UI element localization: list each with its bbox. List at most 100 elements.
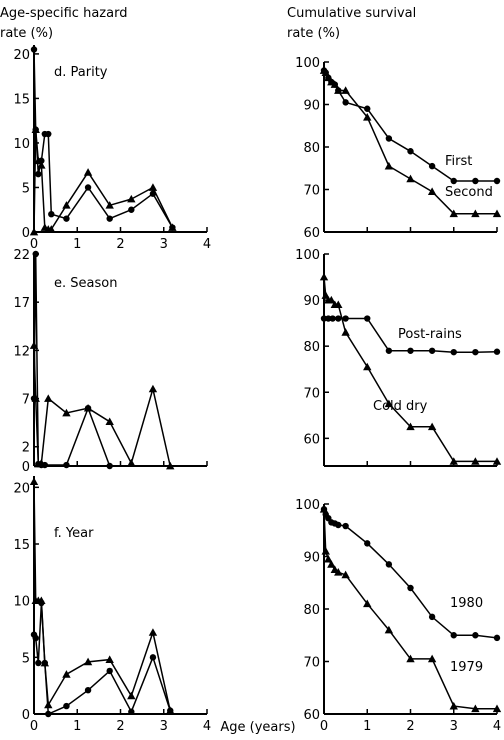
y-tick-label: 15 bbox=[13, 92, 30, 107]
x-axis-label: Age (years) bbox=[220, 720, 295, 735]
data-point bbox=[341, 328, 350, 336]
left-header: Age-specific hazard rate (%) bbox=[0, 6, 127, 41]
data-point bbox=[493, 177, 501, 185]
panel-title: e. Season bbox=[54, 276, 117, 291]
data-point bbox=[35, 659, 42, 667]
data-point bbox=[493, 634, 501, 642]
data-point bbox=[319, 505, 329, 513]
y-tick-label: 80 bbox=[303, 141, 320, 156]
data-point bbox=[334, 86, 343, 94]
series-2: Second bbox=[319, 66, 502, 218]
data-point bbox=[406, 174, 415, 183]
data-point bbox=[106, 462, 113, 470]
y-tick-label: 7 bbox=[22, 393, 30, 408]
panel-title: f. Year bbox=[54, 526, 94, 541]
x-tick-label: 3 bbox=[450, 719, 458, 734]
data-point bbox=[335, 315, 342, 322]
data-point bbox=[62, 201, 71, 209]
data-point bbox=[31, 125, 40, 133]
y-tick-label: 0 bbox=[22, 460, 30, 475]
data-point bbox=[128, 206, 135, 213]
data-point bbox=[321, 68, 330, 76]
data-point bbox=[105, 417, 114, 426]
right-header: Cumulative survival rate (%) bbox=[287, 6, 416, 41]
series-label: Post-rains bbox=[398, 327, 462, 342]
y-tick-label: 22 bbox=[13, 248, 30, 263]
y-tick-label: 100 bbox=[295, 56, 320, 71]
right-header-line1: Cumulative survival bbox=[287, 6, 416, 21]
data-point bbox=[324, 73, 333, 82]
x-tick-label: 0 bbox=[320, 719, 328, 734]
data-point bbox=[492, 209, 502, 218]
data-point bbox=[472, 348, 479, 356]
x-tick-label: 1 bbox=[363, 719, 371, 734]
y-tick-label: 60 bbox=[303, 432, 320, 447]
right-header-line2: rate (%) bbox=[287, 26, 340, 41]
data-point bbox=[29, 227, 39, 236]
data-point bbox=[450, 632, 457, 639]
data-point bbox=[29, 477, 39, 486]
series-1: Post-rains bbox=[320, 315, 501, 356]
left-header-line2: rate (%) bbox=[0, 26, 53, 41]
series-line bbox=[323, 509, 498, 639]
data-point bbox=[106, 215, 113, 222]
data-point bbox=[321, 547, 330, 555]
data-point bbox=[492, 704, 502, 713]
y-tick-label: 70 bbox=[303, 386, 320, 401]
y-tick-label: 100 bbox=[295, 498, 320, 513]
series-2: 1979 bbox=[319, 505, 502, 713]
data-point bbox=[37, 458, 46, 467]
data-point bbox=[363, 362, 372, 371]
series-line bbox=[33, 481, 171, 711]
x-tick-label: 0 bbox=[30, 237, 38, 252]
data-point bbox=[166, 461, 175, 470]
data-point bbox=[406, 422, 415, 431]
data-point bbox=[407, 347, 414, 354]
data-point bbox=[364, 315, 371, 322]
data-point bbox=[335, 521, 342, 529]
data-point bbox=[319, 272, 329, 281]
y-tick-label: 10 bbox=[13, 137, 30, 152]
data-point bbox=[384, 399, 394, 408]
series-line bbox=[33, 129, 174, 233]
series-2 bbox=[29, 477, 175, 714]
data-point bbox=[37, 161, 46, 169]
data-point bbox=[428, 162, 436, 170]
data-point bbox=[471, 209, 480, 218]
series-1: First bbox=[320, 67, 501, 185]
data-point bbox=[406, 654, 415, 663]
x-tick-label: 0 bbox=[30, 719, 38, 734]
panel-3: 0 1 2 3 4 0 5 10 15 20 f. Year bbox=[13, 476, 211, 734]
series-1 bbox=[30, 46, 176, 231]
y-tick-label: 80 bbox=[303, 603, 320, 618]
data-point bbox=[32, 250, 39, 258]
y-tick-label: 5 bbox=[22, 181, 30, 196]
data-point bbox=[471, 457, 480, 465]
data-point bbox=[63, 702, 70, 710]
data-point bbox=[168, 223, 177, 231]
data-point bbox=[449, 457, 458, 465]
x-tick-label: 3 bbox=[160, 237, 168, 252]
data-point bbox=[330, 80, 340, 88]
data-point bbox=[341, 570, 350, 579]
x-tick-label: 2 bbox=[116, 719, 124, 734]
data-point bbox=[62, 408, 71, 417]
y-tick-label: 90 bbox=[303, 551, 320, 566]
data-point bbox=[47, 225, 56, 233]
data-point bbox=[83, 403, 93, 412]
data-point bbox=[363, 113, 372, 121]
panel-2: 0 2 7 12 17 22 e. Season bbox=[13, 248, 208, 475]
y-tick-label: 0 bbox=[22, 226, 30, 241]
data-point bbox=[341, 86, 350, 94]
data-point bbox=[472, 177, 479, 185]
data-point bbox=[472, 632, 479, 639]
x-tick-label: 2 bbox=[406, 719, 414, 734]
data-point bbox=[427, 187, 437, 195]
data-point bbox=[407, 584, 414, 592]
x-tick-label: 2 bbox=[116, 237, 124, 252]
x-tick-label: 1 bbox=[73, 237, 81, 252]
data-point bbox=[45, 710, 52, 718]
panel-5: 60 70 80 90 100 Post-rains Cold dry bbox=[295, 248, 502, 467]
panel-title: d. Parity bbox=[54, 65, 108, 80]
